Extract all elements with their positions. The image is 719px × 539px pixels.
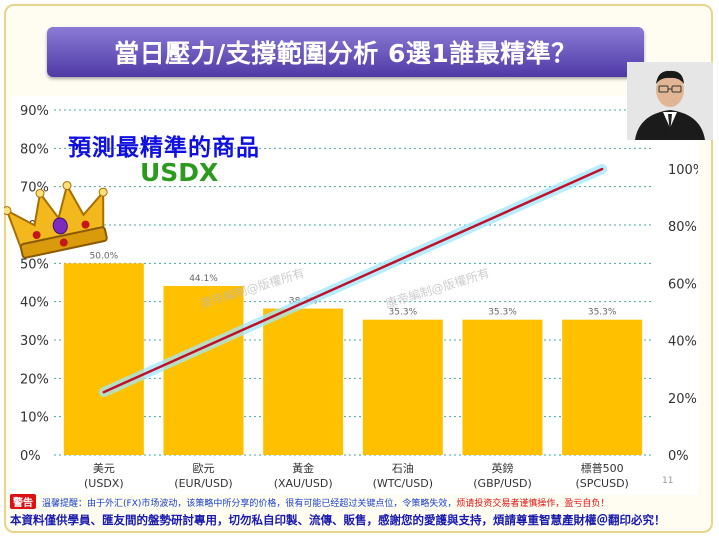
x-tick-label: 美元 (93, 462, 115, 475)
y-tick-label: 80% (20, 142, 49, 157)
x-tick-label: (USDX) (84, 477, 124, 490)
footer-warning: 警告 溫馨提醒：由于外汇(FX)市场波动，该策略中所分享的价格，很有可能已经超过关… (10, 494, 710, 510)
y-tick-label: 40% (20, 296, 49, 311)
warning-text-red: 烦请投资交易者谨慎操作，盈亏自负！ (456, 499, 610, 509)
bar (263, 308, 344, 455)
x-tick-label: (EUR/USD) (174, 477, 232, 490)
x-tick-label: 英鎊 (492, 461, 514, 475)
presenter-portrait (627, 62, 713, 140)
bar-chart: 0%10%20%30%40%50%60%70%80%90%0%20%40%60%… (20, 104, 698, 490)
data-label: 35.3% (389, 308, 418, 318)
x-tick-label: (XAU/USD) (274, 477, 333, 490)
x-tick-label: 石油 (392, 461, 414, 475)
x-tick-label: (GBP/USD) (473, 477, 532, 490)
y-tick-label: 50% (20, 257, 49, 272)
bar (362, 319, 443, 455)
y2-tick-label: 80% (668, 220, 697, 235)
y2-tick-label: 0% (668, 449, 689, 464)
chart-area: 0%10%20%30%40%50%60%70%80%90%0%20%40%60%… (12, 96, 698, 495)
y-tick-label: 30% (20, 334, 49, 349)
y-tick-label: 0% (20, 449, 41, 464)
data-label: 35.3% (488, 308, 517, 318)
trend-line (102, 167, 604, 394)
page-number: 11 (662, 476, 674, 486)
y2-tick-label: 60% (668, 277, 697, 292)
watermark: 康帝編制@版權所有 (383, 265, 491, 311)
x-tick-label: (WTC/USD) (373, 477, 433, 490)
x-tick-label: 黃金 (292, 461, 314, 475)
bar (462, 319, 543, 455)
y-tick-label: 10% (20, 411, 49, 426)
x-tick-label: (SPCUSD) (575, 477, 628, 490)
y2-tick-label: 20% (668, 392, 697, 407)
x-tick-label: 標普500 (581, 461, 624, 475)
x-tick-label: 歐元 (193, 461, 215, 475)
crown-icon (2, 178, 114, 262)
best-prediction-symbol: USDX (140, 158, 219, 187)
y-tick-label: 20% (20, 372, 49, 387)
y2-tick-label: 100% (668, 163, 698, 178)
page-title: 當日壓力/支撐範圍分析 6選1誰最精準？ (47, 27, 644, 77)
warning-text: 溫馨提醒：由于外汇(FX)市场波动，该策略中所分享的价格，很有可能已经超过关键点… (42, 499, 457, 509)
bar (163, 285, 244, 455)
y2-tick-label: 40% (668, 335, 697, 350)
data-label: 35.3% (588, 308, 617, 318)
bar (562, 319, 643, 455)
data-label: 50.0% (90, 251, 119, 261)
data-label: 44.1% (189, 274, 218, 284)
y-tick-label: 90% (20, 104, 49, 119)
warning-stamp: 警告 (10, 494, 36, 509)
footer-copyright-note: 本資料僅供學員、匯友間的盤勢研討專用，切勿私自印製、流傳、販售，感謝您的愛護與支… (10, 513, 666, 527)
bar (63, 263, 144, 455)
best-prediction-headline: 預測最精準的商品 (68, 135, 260, 161)
